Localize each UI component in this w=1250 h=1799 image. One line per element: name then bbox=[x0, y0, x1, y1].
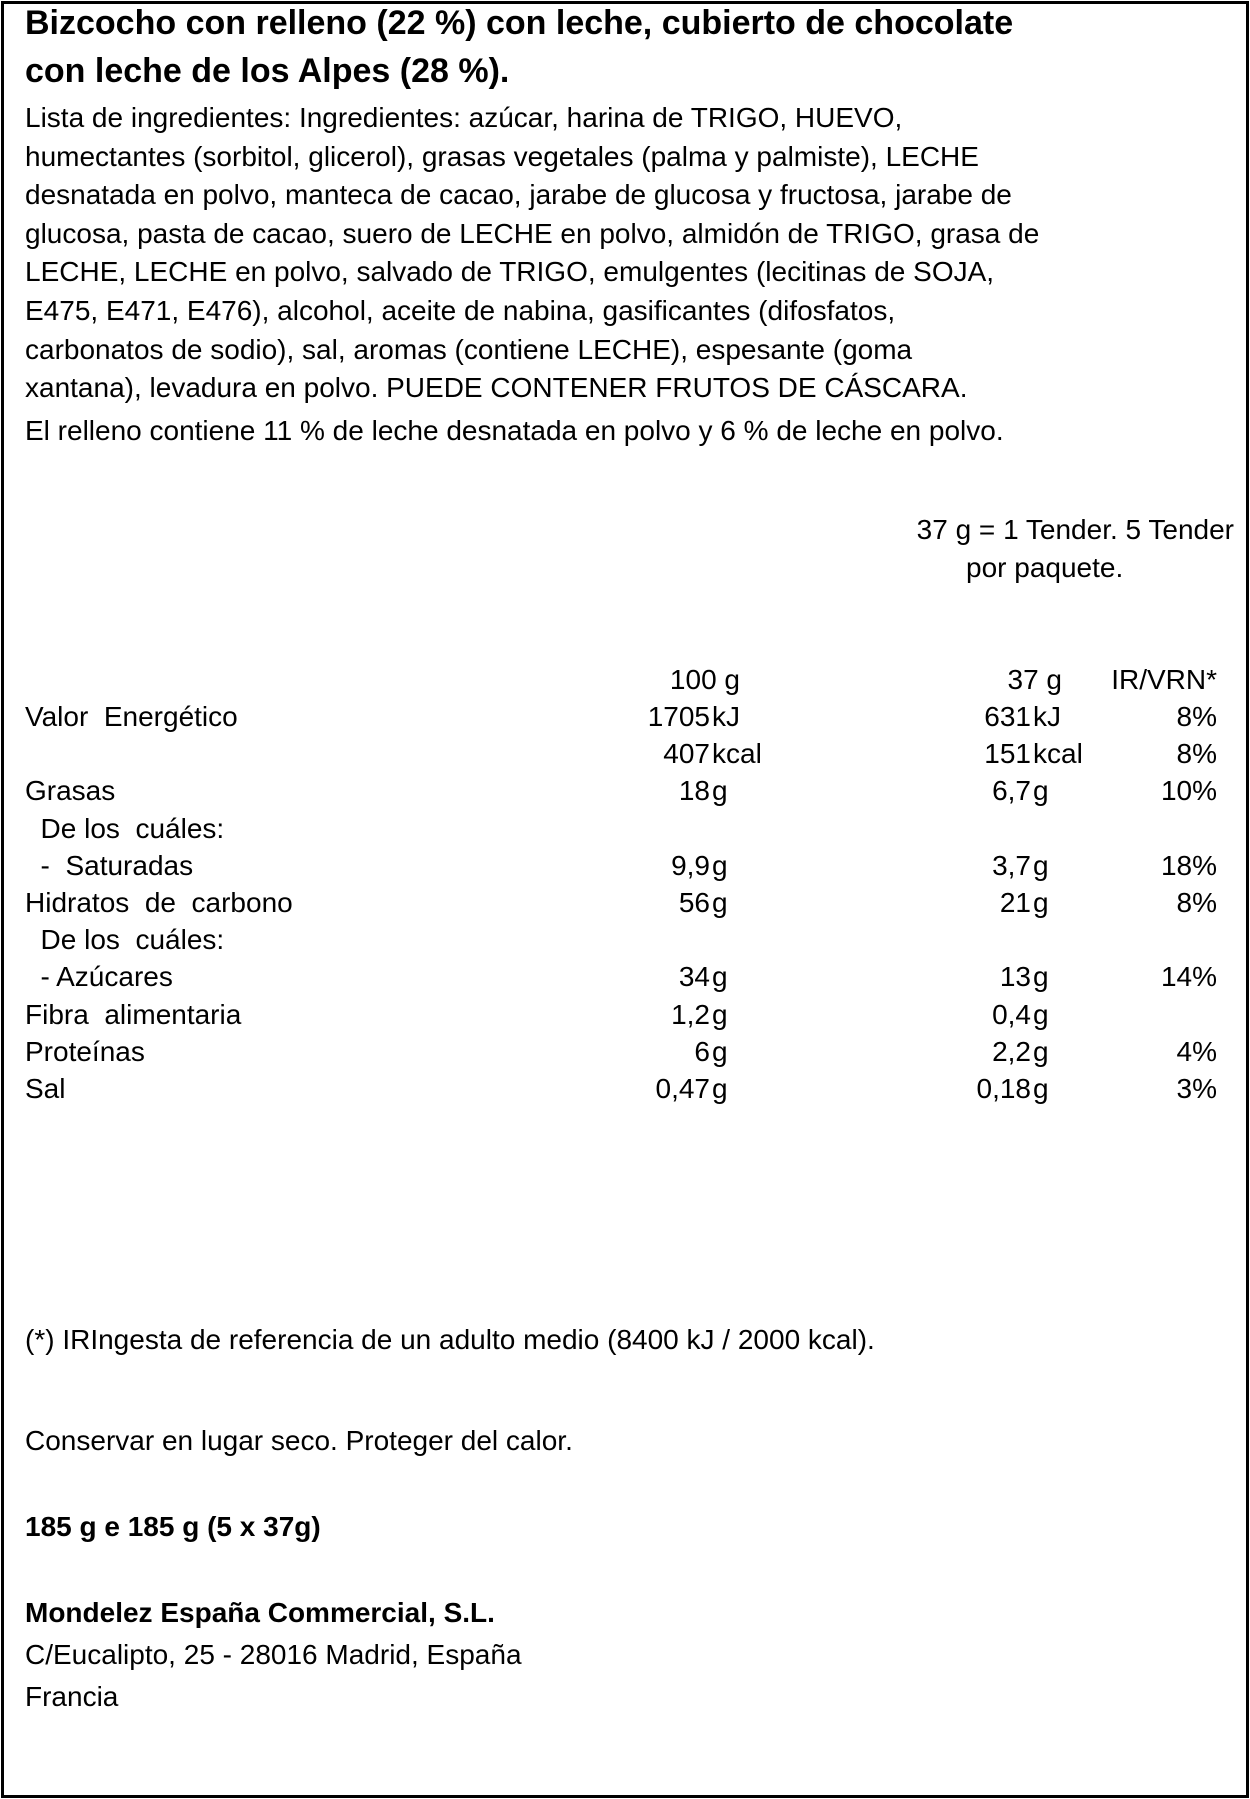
nutrient-label: Sal bbox=[25, 1073, 66, 1104]
product-title-line-1: Bizcocho con relleno (22 %) con leche, c… bbox=[25, 4, 1014, 42]
unit-per-100g: g bbox=[712, 998, 728, 1030]
value-per-portion: 6,7 bbox=[992, 775, 1031, 807]
ingredients-line: E475, E471, E476), alcohol, aceite de na… bbox=[25, 295, 896, 326]
header-per-100g: 100 g bbox=[669, 664, 740, 695]
nutrient-label: De los cuáles: bbox=[25, 812, 225, 844]
ingredients-line: desnatada en polvo, manteca de cacao, ja… bbox=[25, 179, 1012, 211]
reference-intake-footnote: (*) IRIngesta de referencia de un adulto… bbox=[25, 1324, 875, 1355]
nutrient-label: Fibra alimentaria bbox=[25, 998, 242, 1030]
unit-per-portion: g bbox=[1033, 849, 1049, 881]
nutrient-label: Grasas bbox=[25, 775, 116, 807]
ir-vrn-percent: 8% bbox=[1176, 738, 1217, 770]
net-weight: 185 g e 185 g (5 x 37g) bbox=[25, 1511, 321, 1542]
ir-vrn-percent: 3% bbox=[1176, 1073, 1217, 1104]
nutrient-label: Valor Energético bbox=[25, 701, 238, 732]
unit-per-100g: kcal bbox=[712, 738, 762, 770]
header-ir-vrn: IR/VRN* bbox=[1111, 664, 1217, 695]
unit-per-100g: g bbox=[712, 849, 728, 881]
unit-per-100g: g bbox=[712, 961, 728, 993]
value-per-portion: 631 bbox=[984, 701, 1031, 732]
ingredients-line: Lista de ingredientes: Ingredientes: azú… bbox=[25, 102, 903, 133]
ingredients-line: humectantes (sorbitol, glicerol), grasas… bbox=[25, 140, 979, 172]
nutrient-label: - Azúcares bbox=[25, 961, 173, 993]
unit-per-portion: g bbox=[1033, 1073, 1049, 1104]
value-per-100g: 18 bbox=[678, 775, 710, 807]
ingredients-line: xantana), levadura en polvo. PUEDE CONTE… bbox=[25, 372, 968, 404]
value-per-portion: 0,4 bbox=[992, 998, 1031, 1030]
value-per-100g: 34 bbox=[678, 961, 710, 993]
value-per-100g: 56 bbox=[678, 887, 710, 918]
ingredients-line: carbonatos de sodio), sal, aromas (conti… bbox=[25, 333, 913, 365]
value-per-portion: 3,7 bbox=[992, 849, 1031, 881]
unit-per-100g: g bbox=[712, 887, 728, 918]
filling-note: El relleno contiene 11 % de leche desnat… bbox=[25, 415, 1004, 446]
ingredients-line: glucosa, pasta de cacao, suero de LECHE … bbox=[25, 217, 1040, 249]
unit-per-portion: g bbox=[1033, 1035, 1049, 1067]
unit-per-100g: kJ bbox=[712, 701, 740, 732]
unit-per-portion: g bbox=[1033, 775, 1049, 807]
product-title-line-2: con leche de los Alpes (28 %). bbox=[25, 52, 510, 90]
unit-per-100g: g bbox=[712, 1073, 728, 1104]
unit-per-portion: g bbox=[1033, 998, 1049, 1030]
header-per-portion: 37 g bbox=[1007, 664, 1063, 695]
value-per-100g: 6 bbox=[694, 1035, 710, 1067]
nutrient-label: De los cuáles: bbox=[25, 924, 225, 956]
value-per-portion: 21 bbox=[999, 887, 1031, 918]
company-name: Mondelez España Commercial, S.L. bbox=[25, 1597, 495, 1628]
value-per-portion: 2,2 bbox=[992, 1035, 1031, 1067]
ir-vrn-percent: 18% bbox=[1160, 849, 1217, 881]
ir-vrn-percent: 14% bbox=[1160, 961, 1217, 993]
unit-per-100g: g bbox=[712, 775, 728, 807]
value-per-portion: 0,18 bbox=[976, 1073, 1032, 1104]
unit-per-portion: kcal bbox=[1033, 738, 1083, 770]
value-per-portion: 13 bbox=[999, 961, 1031, 993]
value-per-100g: 1705 bbox=[647, 701, 710, 732]
storage-instructions: Conservar en lugar seco. Proteger del ca… bbox=[25, 1425, 573, 1456]
company-country: Francia bbox=[25, 1681, 119, 1712]
unit-per-portion: kJ bbox=[1033, 701, 1061, 732]
unit-per-portion: g bbox=[1033, 961, 1049, 993]
portion-info-line-2: por paquete. bbox=[966, 552, 1124, 583]
company-address: C/Eucalipto, 25 - 28016 Madrid, España bbox=[25, 1639, 522, 1670]
nutrient-label: Proteínas bbox=[25, 1035, 145, 1067]
value-per-100g: 0,47 bbox=[655, 1073, 711, 1104]
ir-vrn-percent: 8% bbox=[1176, 887, 1217, 918]
ingredients-line: LECHE, LECHE en polvo, salvado de TRIGO,… bbox=[25, 256, 995, 288]
value-per-100g: 9,9 bbox=[671, 849, 710, 881]
value-per-100g: 407 bbox=[663, 738, 710, 770]
nutrient-label: Hidratos de carbono bbox=[25, 887, 293, 918]
portion-info-line-1: 37 g = 1 Tender. 5 Tender bbox=[916, 514, 1234, 545]
ir-vrn-percent: 4% bbox=[1176, 1035, 1217, 1067]
value-per-portion: 151 bbox=[984, 738, 1031, 770]
nutrient-label: - Saturadas bbox=[25, 849, 194, 881]
ir-vrn-percent: 8% bbox=[1176, 701, 1217, 732]
ir-vrn-percent: 10% bbox=[1160, 775, 1217, 807]
unit-per-100g: g bbox=[712, 1035, 728, 1067]
value-per-100g: 1,2 bbox=[671, 998, 710, 1030]
unit-per-portion: g bbox=[1033, 887, 1049, 918]
